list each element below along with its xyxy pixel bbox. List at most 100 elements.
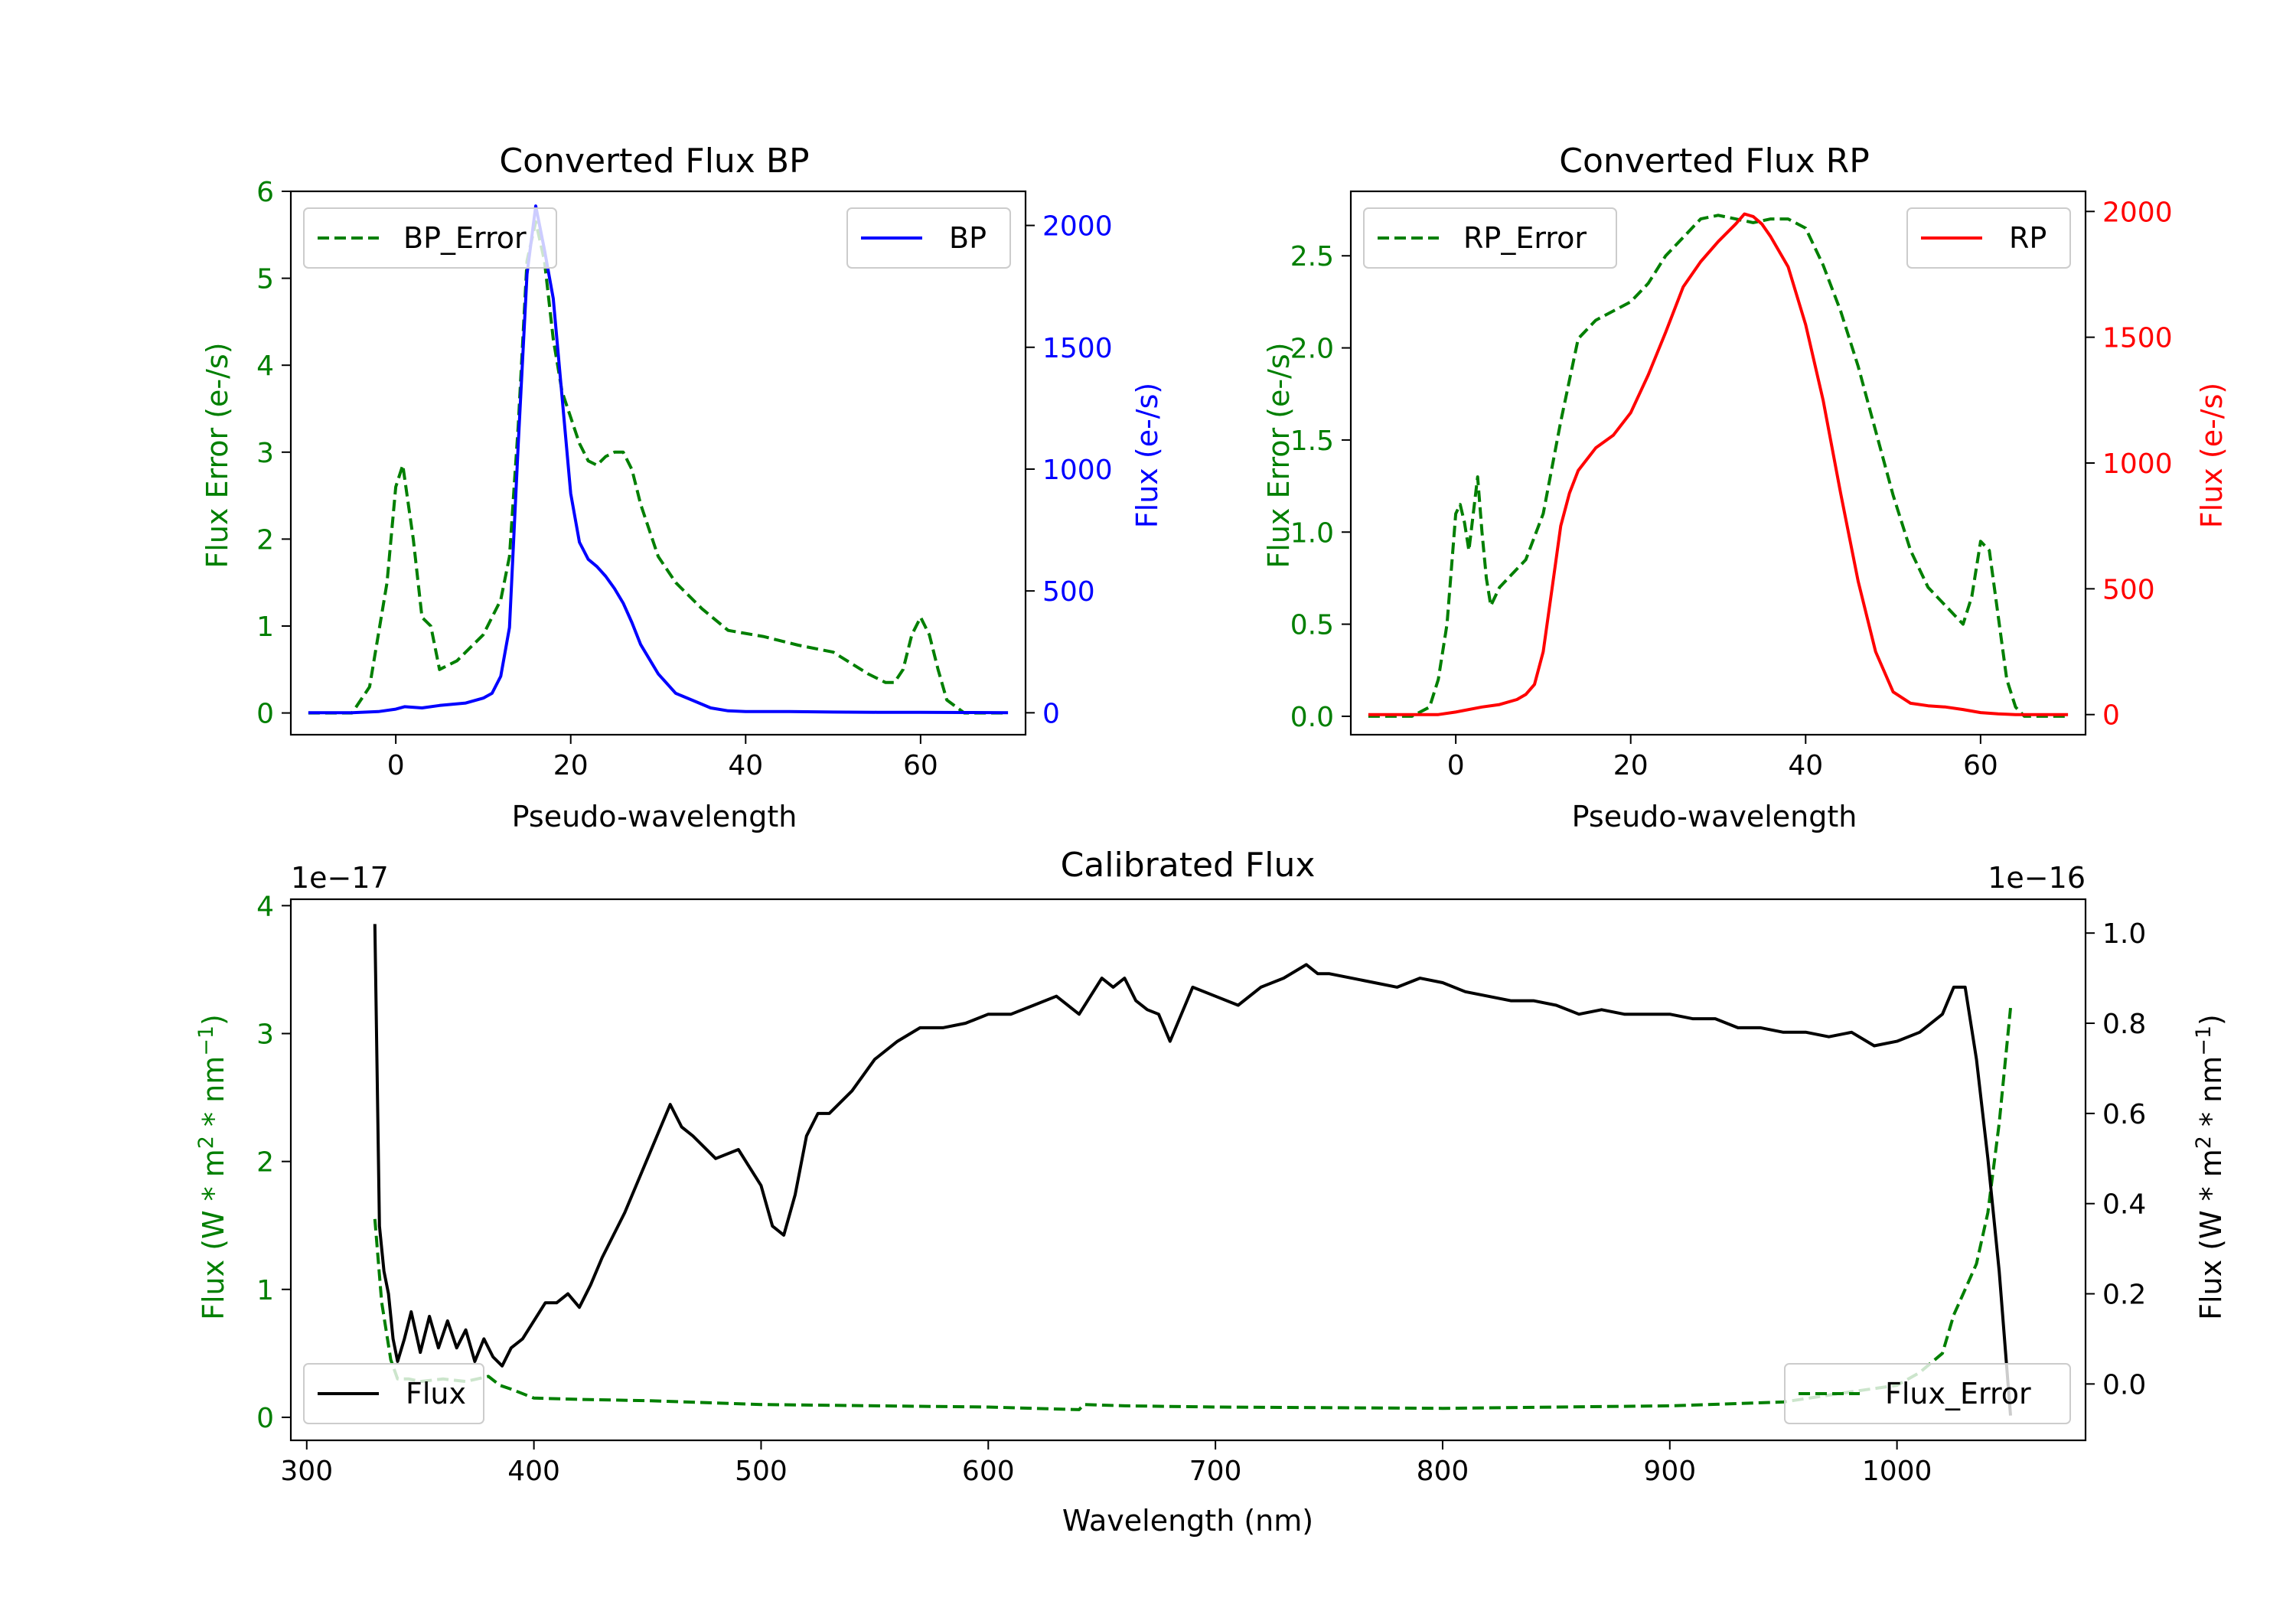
calibrated-y-right-tick-label: 0.6 — [2102, 1099, 2146, 1130]
rp-y-right-tick-label: 1000 — [2102, 448, 2173, 480]
bp-lines — [308, 204, 1009, 715]
rp-title: Converted Flux RP — [1559, 142, 1870, 181]
rp-lines — [1368, 212, 2069, 718]
calibrated-x-tick-label: 1000 — [1862, 1456, 1932, 1487]
bp-series-bp-error — [308, 220, 1009, 715]
bp-y-left-tick-label: 5 — [256, 264, 274, 295]
bp-x-label: Pseudo-wavelength — [512, 800, 797, 833]
rp-series-rp — [1368, 212, 2069, 716]
calibrated-y-left-label: Flux (W * m2 * nm−1) — [194, 1014, 230, 1320]
bp-legend-left-label: BP_Error — [403, 221, 527, 255]
rp-legend-left: RP_Error — [1363, 207, 1617, 269]
calibrated-y-right-tick-label: 0.2 — [2102, 1280, 2146, 1311]
calibrated-y-left-ticks: 0 1 2 3 4 — [256, 891, 291, 1434]
calibrated-y-right-label: Flux (W * m2 * nm−1) — [2192, 1014, 2228, 1320]
rp-y-right-label: Flux (e-/s) — [2195, 383, 2229, 528]
bp-legend-right-label: BP — [949, 221, 987, 255]
bp-y-left-tick-label: 6 — [256, 177, 274, 208]
rp-legend-right: RP — [1906, 207, 2071, 269]
rp-series-rp-error — [1368, 214, 2069, 718]
bp-x-tick-label: 60 — [903, 750, 938, 781]
bp-y-left-tick-label: 1 — [256, 611, 274, 643]
bp-x-ticks: 0 20 40 60 — [387, 735, 938, 781]
rp-y-left-tick-label: 1.0 — [1290, 517, 1334, 549]
rp-y-right-tick-label: 1500 — [2102, 323, 2173, 354]
bp-legend-right: BP — [846, 207, 1011, 269]
calibrated-legend-left-box — [303, 1363, 484, 1424]
calibrated-legend-right-box — [1784, 1363, 2071, 1424]
calibrated-x-tick-label: 400 — [507, 1456, 560, 1487]
bp-x-tick-label: 20 — [553, 750, 589, 781]
rp-plot-frame — [1349, 190, 2087, 736]
calibrated-x-tick-label: 300 — [280, 1456, 333, 1487]
rp-legend-left-box — [1363, 207, 1617, 269]
bp-y-right-ticks: 0 500 1000 1500 2000 — [1026, 211, 1113, 729]
bp-y-left-tick-label: 4 — [256, 351, 274, 382]
calibrated-y-right-tick-label: 0.4 — [2102, 1189, 2146, 1221]
calibrated-y-left-tick-label: 0 — [256, 1403, 274, 1434]
rp-panel: Converted Flux RP Pseudo-wavelength Flux… — [1262, 142, 2229, 833]
bp-y-right-tick-label: 1000 — [1042, 455, 1113, 486]
calibrated-y-right-tick-label: 1.0 — [2102, 918, 2146, 950]
calibrated-lines — [373, 924, 2012, 1416]
bp-legend-right-box — [846, 207, 1011, 269]
calibrated-legend-left: Flux — [303, 1363, 484, 1424]
rp-legend-right-box — [1906, 207, 2071, 269]
rp-y-right-ticks: 0 500 1000 1500 2000 — [2086, 197, 2173, 732]
calibrated-x-label: Wavelength (nm) — [1062, 1504, 1313, 1538]
calibrated-y-right-tick-label: 0.8 — [2102, 1009, 2146, 1040]
bp-x-tick-label: 40 — [728, 750, 763, 781]
rp-x-tick-label: 20 — [1613, 750, 1649, 781]
bp-legend-left-box — [303, 207, 557, 269]
calibrated-panel: Calibrated Flux 1e−17 1e−16 Wavelength (… — [194, 846, 2228, 1538]
bp-series-bp — [308, 204, 1009, 715]
bp-y-left-tick-label: 2 — [256, 524, 274, 556]
rp-x-tick-label: 60 — [1963, 750, 1998, 781]
bp-panel: Converted Flux BP Pseudo-wavelength Flux… — [201, 142, 1164, 833]
bp-y-right-tick-label: 500 — [1042, 576, 1095, 608]
rp-y-right-tick-label: 0 — [2102, 700, 2120, 732]
rp-y-left-tick-label: 1.5 — [1290, 426, 1334, 457]
bp-y-right-tick-label: 0 — [1042, 698, 1060, 729]
calibrated-plot-frame — [289, 898, 2087, 1442]
calibrated-y-left-tick-label: 2 — [256, 1147, 274, 1179]
rp-x-ticks: 0 20 40 60 — [1447, 735, 1998, 781]
rp-x-tick-label: 40 — [1788, 750, 1823, 781]
calibrated-series-flux-error — [373, 1007, 2012, 1411]
calibrated-y-left-tick-label: 1 — [256, 1275, 274, 1306]
calibrated-x-tick-label: 800 — [1417, 1456, 1469, 1487]
calibrated-x-tick-label: 700 — [1189, 1456, 1242, 1487]
bp-y-left-tick-label: 0 — [256, 699, 274, 730]
bp-y-left-ticks: 0 1 2 3 4 5 6 — [256, 177, 291, 730]
calibrated-y-left-tick-label: 4 — [256, 891, 274, 922]
calibrated-legend-right-label: Flux_Error — [1885, 1377, 2031, 1410]
calibrated-title: Calibrated Flux — [1061, 846, 1316, 885]
calibrated-series-flux — [373, 924, 2012, 1416]
calibrated-x-tick-label: 600 — [962, 1456, 1015, 1487]
calibrated-x-tick-label: 900 — [1643, 1456, 1696, 1487]
calibrated-left-scale: 1e−17 — [291, 861, 389, 895]
bp-x-tick-label: 0 — [387, 750, 405, 781]
bp-y-right-tick-label: 1500 — [1042, 333, 1113, 364]
bp-plot-frame — [289, 190, 1027, 736]
bp-y-left-label: Flux Error (e-/s) — [201, 342, 234, 568]
rp-y-right-tick-label: 500 — [2102, 574, 2155, 605]
rp-y-right-tick-label: 2000 — [2102, 197, 2173, 228]
calibrated-y-right-ticks: 0.0 0.2 0.4 0.6 0.8 1.0 — [2086, 918, 2146, 1401]
bp-y-left-tick-label: 3 — [256, 438, 274, 469]
bp-y-right-label: Flux (e-/s) — [1130, 383, 1164, 528]
bp-title: Converted Flux BP — [499, 142, 809, 181]
calibrated-right-scale: 1e−16 — [1988, 861, 2086, 895]
calibrated-legend-right: Flux_Error — [1784, 1363, 2071, 1424]
rp-y-left-label: Flux Error (e-/s) — [1262, 342, 1296, 568]
calibrated-legend-left-label: Flux — [406, 1377, 466, 1410]
rp-y-left-tick-label: 2.5 — [1290, 241, 1334, 272]
calibrated-x-ticks: 300 400 500 600 700 800 900 1000 — [280, 1440, 1932, 1487]
bp-legend-left: BP_Error — [303, 207, 557, 269]
rp-legend-right-label: RP — [2009, 221, 2047, 255]
rp-y-left-ticks: 0.0 0.5 1.0 1.5 2.0 2.5 — [1290, 241, 1351, 733]
rp-y-left-tick-label: 0.5 — [1290, 610, 1334, 641]
rp-y-left-tick-label: 0.0 — [1290, 702, 1334, 733]
